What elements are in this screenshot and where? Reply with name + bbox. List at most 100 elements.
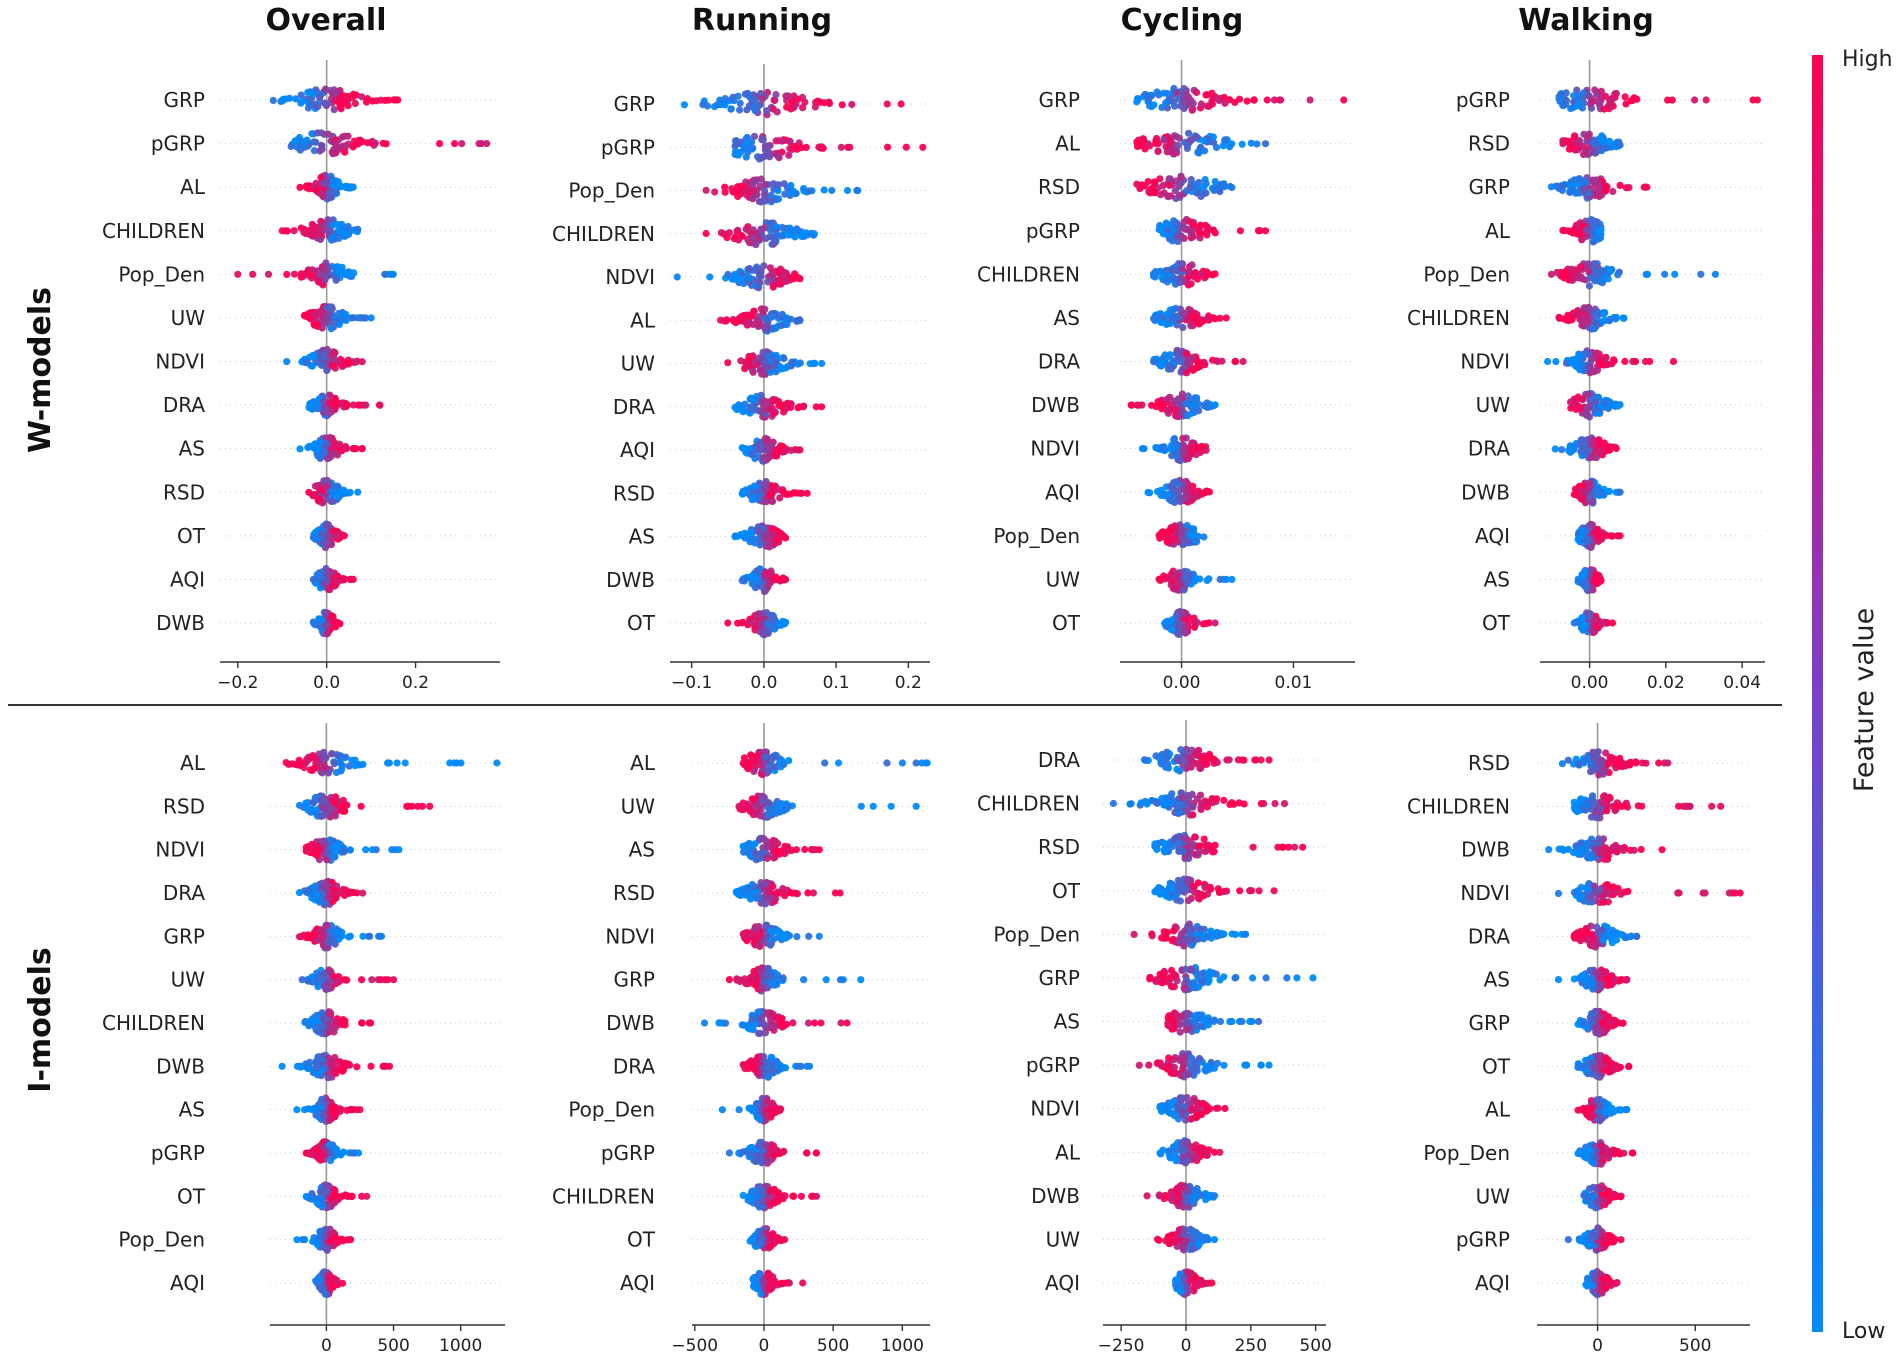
shap-point bbox=[1562, 89, 1570, 97]
column-title-running: Running bbox=[692, 3, 832, 38]
feature-label: UW bbox=[171, 306, 206, 330]
shap-point bbox=[346, 846, 354, 854]
shap-point bbox=[1216, 188, 1224, 196]
shap-point bbox=[1603, 444, 1612, 452]
shap-point bbox=[1250, 96, 1258, 104]
shap-point bbox=[828, 186, 836, 195]
shap-point bbox=[389, 270, 397, 278]
shap-point bbox=[787, 315, 795, 323]
shap-point bbox=[305, 403, 313, 412]
shap-point bbox=[764, 363, 773, 371]
feature-label: AL bbox=[1485, 219, 1511, 243]
shap-point bbox=[1170, 274, 1178, 282]
feature-label: RSD bbox=[1038, 175, 1080, 199]
shap-point bbox=[1566, 398, 1575, 406]
shap-point bbox=[767, 191, 775, 199]
shap-point bbox=[304, 443, 312, 452]
shap-point bbox=[1602, 144, 1610, 152]
shap-point bbox=[301, 1018, 309, 1026]
column-title-cycling: Cycling bbox=[1121, 3, 1244, 38]
shap-point bbox=[393, 759, 401, 767]
shap-point bbox=[322, 259, 330, 267]
shap-point bbox=[282, 95, 290, 103]
shap-point bbox=[389, 976, 398, 984]
shap-point bbox=[1578, 614, 1586, 622]
shap-point bbox=[749, 311, 757, 319]
shap-point bbox=[1261, 227, 1270, 235]
colorbar-low-label: Low bbox=[1842, 1319, 1885, 1344]
shap-point bbox=[323, 848, 331, 856]
feature-label: GRP bbox=[1039, 88, 1080, 112]
shap-point bbox=[776, 494, 784, 502]
shap-point bbox=[736, 99, 744, 107]
shap-point bbox=[321, 763, 329, 771]
shap-point bbox=[324, 523, 332, 531]
shap-point bbox=[314, 452, 322, 460]
shap-point bbox=[802, 143, 810, 151]
shap-point bbox=[1586, 483, 1594, 491]
shap-point bbox=[346, 488, 354, 496]
shap-point bbox=[1202, 446, 1210, 454]
feature-label: DWB bbox=[1461, 480, 1510, 504]
shap-point bbox=[334, 977, 342, 985]
shap-point bbox=[1186, 444, 1194, 452]
shap-point bbox=[395, 846, 403, 854]
shap-point bbox=[1599, 317, 1607, 325]
shap-point bbox=[351, 445, 359, 453]
shap-point bbox=[358, 358, 366, 366]
shap-point bbox=[745, 352, 753, 361]
shap-point bbox=[436, 140, 444, 148]
shap-point bbox=[325, 317, 333, 326]
shap-point bbox=[1163, 538, 1172, 546]
feature-label: OT bbox=[1052, 611, 1081, 635]
shap-point bbox=[759, 309, 767, 317]
shap-point bbox=[787, 181, 795, 190]
feature-label: AQI bbox=[170, 567, 205, 591]
shap-point bbox=[1702, 96, 1710, 104]
shap-point bbox=[1183, 521, 1191, 530]
shap-point bbox=[295, 801, 304, 809]
shap-point bbox=[1226, 143, 1234, 151]
panel-w-models-cycling: GRPALRSDpGRPCHILDRENASDRADWBNDVIAQIPop_D… bbox=[977, 60, 1355, 693]
shap-point bbox=[376, 401, 384, 409]
shap-point bbox=[282, 759, 290, 767]
shap-point bbox=[796, 446, 804, 454]
shap-point bbox=[328, 148, 336, 156]
shap-point bbox=[1164, 407, 1172, 415]
shap-point bbox=[328, 612, 336, 620]
shap-point bbox=[756, 273, 764, 281]
shap-point bbox=[310, 492, 318, 500]
shap-point bbox=[772, 358, 780, 366]
shap-point bbox=[327, 408, 335, 416]
shap-point bbox=[763, 438, 771, 446]
shap-point bbox=[322, 273, 330, 281]
shap-point bbox=[1166, 363, 1174, 371]
shap-point bbox=[321, 537, 329, 545]
shap-point bbox=[748, 450, 757, 458]
shap-point bbox=[332, 492, 340, 500]
feature-label: DWB bbox=[156, 611, 205, 635]
shap-point bbox=[349, 90, 358, 98]
shap-point bbox=[341, 132, 349, 140]
shap-point bbox=[332, 188, 340, 196]
shap-point bbox=[757, 267, 765, 275]
shap-point bbox=[773, 536, 781, 544]
shap-point bbox=[1150, 358, 1158, 366]
shap-point bbox=[342, 95, 350, 103]
shap-point bbox=[1608, 619, 1617, 627]
shap-point bbox=[748, 145, 756, 153]
shap-point bbox=[1209, 133, 1217, 141]
shap-point bbox=[919, 143, 927, 151]
shap-point bbox=[1621, 93, 1629, 101]
shap-point bbox=[1596, 359, 1604, 367]
shap-point bbox=[1275, 96, 1283, 104]
shap-point bbox=[1167, 139, 1175, 147]
shap-point bbox=[724, 270, 732, 279]
shap-point bbox=[1203, 576, 1211, 585]
shap-point bbox=[1583, 350, 1591, 358]
shap-point bbox=[733, 227, 741, 235]
shap-point bbox=[1562, 100, 1570, 108]
feature-label: NDVI bbox=[1030, 437, 1080, 461]
shap-point bbox=[311, 482, 319, 490]
shap-point bbox=[377, 932, 386, 940]
